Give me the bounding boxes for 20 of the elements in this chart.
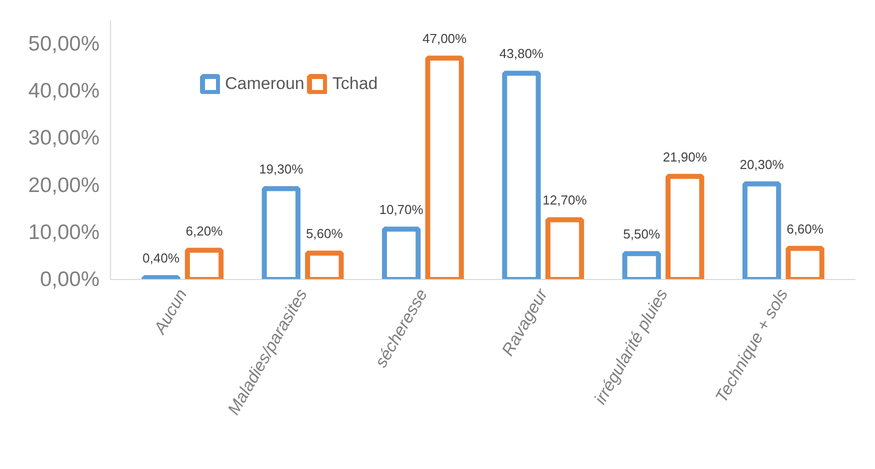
y-tick-label: 20,00% bbox=[28, 174, 100, 197]
y-tick-label: 30,00% bbox=[28, 126, 100, 150]
y-tick-label: 10,00% bbox=[28, 220, 100, 244]
data-label: 47,00% bbox=[422, 31, 468, 46]
data-label: 43,80% bbox=[499, 46, 544, 62]
data-label: 20,30% bbox=[740, 156, 784, 172]
data-label: 21,90% bbox=[662, 149, 708, 164]
data-label: 0,40% bbox=[142, 250, 180, 266]
y-tick-label: 40,00% bbox=[28, 80, 100, 103]
data-label: 5,50% bbox=[623, 226, 660, 242]
data-label: 19,30% bbox=[259, 162, 304, 177]
y-tick-label: 50,00% bbox=[28, 32, 100, 56]
y-tick-label: 0,00% bbox=[40, 268, 100, 291]
data-label: 12,70% bbox=[542, 192, 588, 208]
legend-label: Cameroun bbox=[225, 74, 304, 94]
data-label: 6,60% bbox=[786, 221, 824, 236]
legend-label: Tchad bbox=[332, 74, 378, 94]
data-label: 6,20% bbox=[186, 223, 224, 238]
data-label: 5,60% bbox=[306, 226, 344, 242]
data-label: 10,70% bbox=[379, 202, 424, 218]
